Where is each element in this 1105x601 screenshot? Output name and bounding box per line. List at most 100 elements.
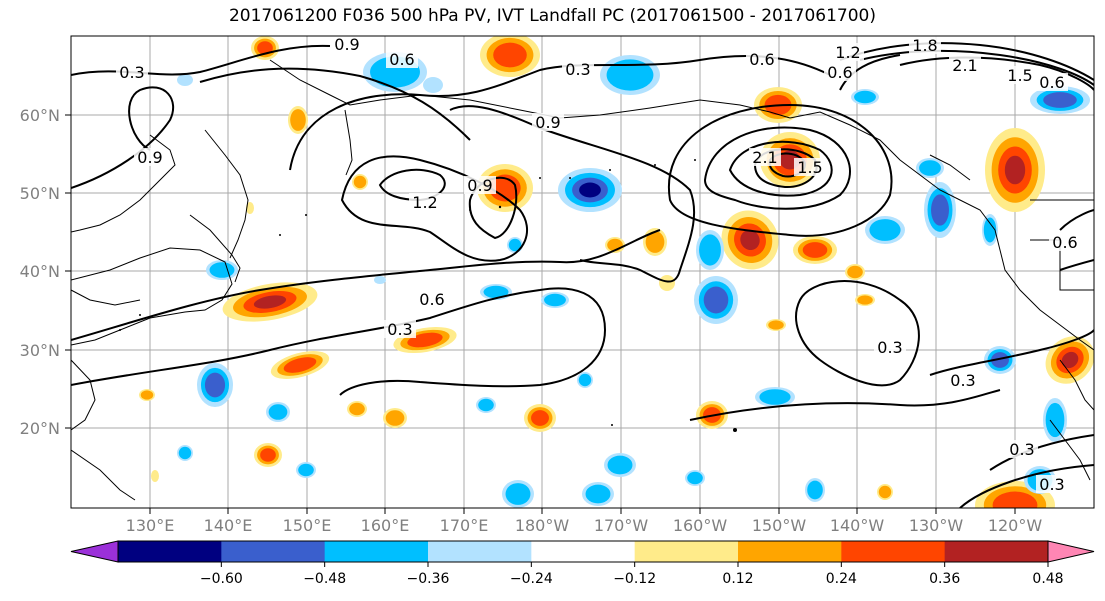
negative-anomaly — [544, 293, 566, 307]
lon-tick-label: 180°W — [515, 516, 570, 535]
colorbar-segment — [738, 541, 842, 562]
colorbar-tick-label: −0.24 — [510, 571, 553, 587]
negative-anomaly — [585, 484, 611, 504]
colorbar-segment — [428, 541, 532, 562]
positive-anomaly — [659, 275, 675, 291]
contour-label: 0.6 — [419, 290, 444, 309]
lat-tick-label: 50°N — [20, 184, 60, 203]
lat-tick-label: 20°N — [20, 419, 60, 438]
colorbar-tick-label: 0.24 — [826, 571, 857, 587]
contour-label: 0.6 — [827, 63, 852, 82]
positive-anomaly — [151, 470, 159, 482]
longitude-axis: 130°E 140°E 150°E 160°E 170°E 180°W 170°W 160°W… — [126, 508, 1043, 535]
positive-anomaly — [857, 295, 873, 305]
contour-label: 1.5 — [797, 158, 822, 177]
contour-label-bg — [386, 50, 418, 68]
positive-anomaly — [1061, 351, 1079, 369]
positive-anomaly — [140, 390, 154, 400]
contour-label: 0.6 — [1039, 73, 1064, 92]
negative-anomaly — [606, 59, 654, 91]
contour-label: 0.3 — [119, 63, 144, 82]
contour-label-bg — [824, 63, 856, 81]
contour-label-bg — [1036, 73, 1068, 91]
positive-anomaly — [1004, 155, 1026, 185]
positive-anomaly — [847, 265, 863, 279]
negative-anomaly — [931, 194, 949, 226]
lon-tick-label: 170°E — [440, 516, 489, 535]
negative-anomaly — [854, 90, 876, 104]
colorbar-segment — [118, 541, 222, 562]
contour-label: 0.9 — [137, 148, 162, 167]
pv-contours — [71, 42, 1094, 508]
negative-anomaly — [209, 262, 235, 278]
colorbar-segment — [324, 541, 429, 562]
contour-label-bg — [134, 148, 166, 166]
negative-anomaly — [579, 182, 601, 198]
positive-anomaly — [257, 41, 273, 55]
colorbar-segment — [944, 541, 1049, 562]
negative-anomaly — [268, 404, 288, 420]
contour-label-bg — [832, 43, 864, 61]
contour-label: 0.3 — [1009, 440, 1034, 459]
contour-label-bg — [749, 148, 781, 166]
contour-label-bg — [874, 338, 906, 356]
positive-anomaly — [290, 109, 306, 131]
colorbar: −0.60 −0.48 −0.36 −0.24 −0.12 0.12 0.24 0.36 0.4… — [70, 540, 1095, 587]
contour-label-bg — [947, 371, 979, 389]
latitude-axis: 60°N 50°N 40°N 30°N 20°N — [20, 106, 71, 438]
negative-anomaly — [991, 352, 1009, 368]
contour-label-bg — [562, 60, 594, 78]
negative-anomaly — [983, 217, 997, 243]
lon-tick-label: 130°E — [126, 516, 175, 535]
contour-label-bg — [384, 320, 416, 338]
lat-tick-label: 30°N — [20, 341, 60, 360]
lon-tick-label: 130°W — [909, 516, 964, 535]
colorbar-tick-label: 0.12 — [722, 571, 753, 587]
colorbar-tick-label: 0.36 — [929, 571, 960, 587]
colorbar-segment — [531, 541, 636, 562]
colorbar-frame — [117, 540, 1049, 563]
contour-label: 1.2 — [835, 43, 860, 62]
colorbar-segment — [634, 541, 739, 562]
colorbar-tick-label: −0.36 — [407, 571, 450, 587]
contour-label-bg — [949, 56, 981, 74]
contour-label: 0.6 — [1052, 233, 1077, 252]
negative-anomaly — [478, 398, 494, 412]
positive-anomaly — [740, 229, 760, 251]
negative-anomaly — [505, 483, 531, 505]
contour-label-bg — [1004, 66, 1036, 84]
colorbar-tick-label: 0.48 — [1032, 571, 1063, 587]
contour-label: 2.1 — [952, 56, 977, 75]
positive-anomaly — [260, 448, 276, 462]
contour-label-bg — [794, 158, 826, 176]
lon-tick-label: 150°W — [752, 516, 807, 535]
contour-label: 0.3 — [950, 371, 975, 390]
lon-tick-label: 160°E — [361, 516, 410, 535]
colorbar-extend-min — [70, 540, 119, 563]
negative-anomaly — [759, 389, 791, 405]
contour-label-bg — [1049, 233, 1081, 251]
positive-anomaly — [253, 295, 287, 309]
contour-label-bg — [464, 176, 496, 194]
lon-tick-label: 160°W — [673, 516, 728, 535]
positive-anomaly — [353, 175, 367, 189]
negative-anomaly — [374, 276, 386, 284]
contour-label-bg — [746, 50, 778, 68]
contour-label-bg — [909, 36, 941, 54]
positive-anomaly — [385, 410, 405, 426]
contour-label: 0.3 — [387, 320, 412, 339]
negative-anomaly — [807, 480, 823, 500]
negative-anomaly — [869, 219, 901, 241]
contour-label-bg — [409, 193, 441, 211]
contour-label-bg — [416, 290, 448, 308]
colorbar-tick-label: −0.48 — [303, 571, 346, 587]
contour-label-bg — [532, 113, 564, 131]
map-title: 2017061200 F036 500 hPa PV, IVT Landfall… — [228, 6, 876, 26]
negative-anomaly — [298, 463, 314, 477]
contour-label-bg — [331, 36, 363, 53]
coastlines — [71, 59, 1094, 501]
negative-anomaly — [703, 286, 729, 314]
colorbar-extend-max — [1047, 540, 1095, 563]
lon-tick-label: 120°W — [988, 516, 1043, 535]
contour-label-bg — [116, 63, 148, 81]
